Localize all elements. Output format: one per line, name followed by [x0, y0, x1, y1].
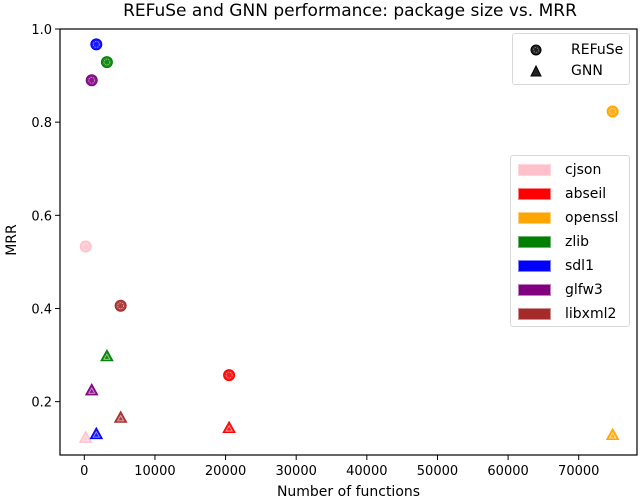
legend-label: GNN [571, 63, 603, 79]
x-axis-label: Number of functions [276, 484, 421, 500]
marker-hatch [88, 76, 96, 84]
y-axis-label: MRR [4, 224, 20, 256]
x-tick-label: 10000 [134, 464, 175, 479]
marker-hatch [82, 243, 90, 250]
zlib-swatch [518, 236, 551, 248]
chart-title: REFuSe and GNN performance: package size… [123, 1, 577, 21]
gnn-point-glfw3 [84, 382, 99, 396]
marker-hatch [225, 371, 233, 379]
legend-label: REFuSe [571, 42, 624, 58]
marker-hatch [225, 424, 233, 432]
refuse-point-abseil [223, 369, 236, 382]
refuse-point-libxml2 [114, 299, 127, 312]
legend-item-libxml2: libxml2 [511, 304, 616, 324]
gnn-point-abseil [222, 420, 236, 434]
legend-item-openssl: openssl [511, 208, 618, 228]
legend-item-sdl1: sdl1 [511, 256, 594, 276]
marker-hatch [116, 414, 125, 422]
x-tick-label: 60000 [487, 464, 528, 479]
legend-label: glfw3 [565, 282, 603, 298]
legend-item-glfw3: glfw3 [511, 280, 603, 300]
circle-marker-icon [529, 43, 543, 57]
openssl-swatch [518, 212, 551, 224]
y-tick-label: 0.8 [31, 116, 52, 131]
marker-hatch [117, 302, 125, 310]
glfw3-swatch [518, 284, 551, 296]
marker-hatch [92, 430, 100, 438]
y-tick-label: 0.6 [31, 209, 52, 224]
triangle-marker-icon [529, 64, 543, 78]
marker-hatch [92, 40, 100, 48]
legend-label: libxml2 [565, 306, 617, 322]
y-tick-label: 1.0 [31, 23, 52, 38]
x-tick-label: 30000 [276, 464, 317, 479]
legend-label: zlib [565, 234, 590, 250]
x-tick-label: 20000 [205, 464, 246, 479]
abseil-swatch [518, 188, 551, 200]
refuse-point-sdl1 [90, 38, 103, 51]
marker-hatch [609, 108, 617, 115]
legend-label: cjson [565, 162, 602, 178]
legend-item-cjson: cjson [511, 160, 601, 180]
gnn-point-libxml2 [113, 410, 128, 423]
gnn-point-openssl [605, 427, 620, 441]
gnn-point-sdl1 [89, 426, 104, 440]
marker-hatch [103, 353, 111, 360]
refuse-point-cjson [79, 240, 92, 253]
gnn-point-cjson [78, 430, 93, 443]
marker-hatch [88, 387, 96, 394]
plot-frame [59, 28, 638, 456]
x-tick-label: 70000 [558, 464, 599, 479]
x-tick-label: 50000 [417, 464, 458, 479]
marker-hatch [82, 434, 90, 442]
legend-label: sdl1 [565, 258, 594, 274]
legend-label: abseil [565, 186, 607, 202]
legend-item-zlib: zlib [511, 232, 589, 252]
legend-label: openssl [565, 210, 619, 226]
cjson-swatch [518, 164, 551, 176]
gnn-point-zlib [100, 348, 114, 362]
marker-hatch [103, 58, 111, 66]
refuse-point-glfw3 [85, 74, 98, 87]
data-points [78, 38, 620, 443]
legend-item-refuse: REFuSe [513, 40, 623, 60]
refuse-point-zlib [100, 56, 113, 69]
libxml2-swatch [518, 308, 551, 320]
package-legend: cjson abseil openssl zlib sdl1 glfw3 lib… [510, 155, 630, 327]
y-tick-label: 0.2 [31, 396, 52, 411]
sdl1-swatch [518, 260, 551, 272]
marker-hatch [608, 431, 617, 439]
axes: 0 10000 20000 30000 40000 50000 60000 70000 0.2 0… [31, 23, 638, 479]
legend-item-abseil: abseil [511, 184, 606, 204]
legend-item-gnn: GNN [513, 61, 603, 81]
x-tick-label: 0 [80, 464, 88, 479]
y-tick-label: 0.4 [31, 302, 52, 317]
marker-legend: REFuSe GNN [512, 33, 630, 85]
x-tick-label: 40000 [346, 464, 387, 479]
refuse-point-openssl [606, 105, 619, 118]
